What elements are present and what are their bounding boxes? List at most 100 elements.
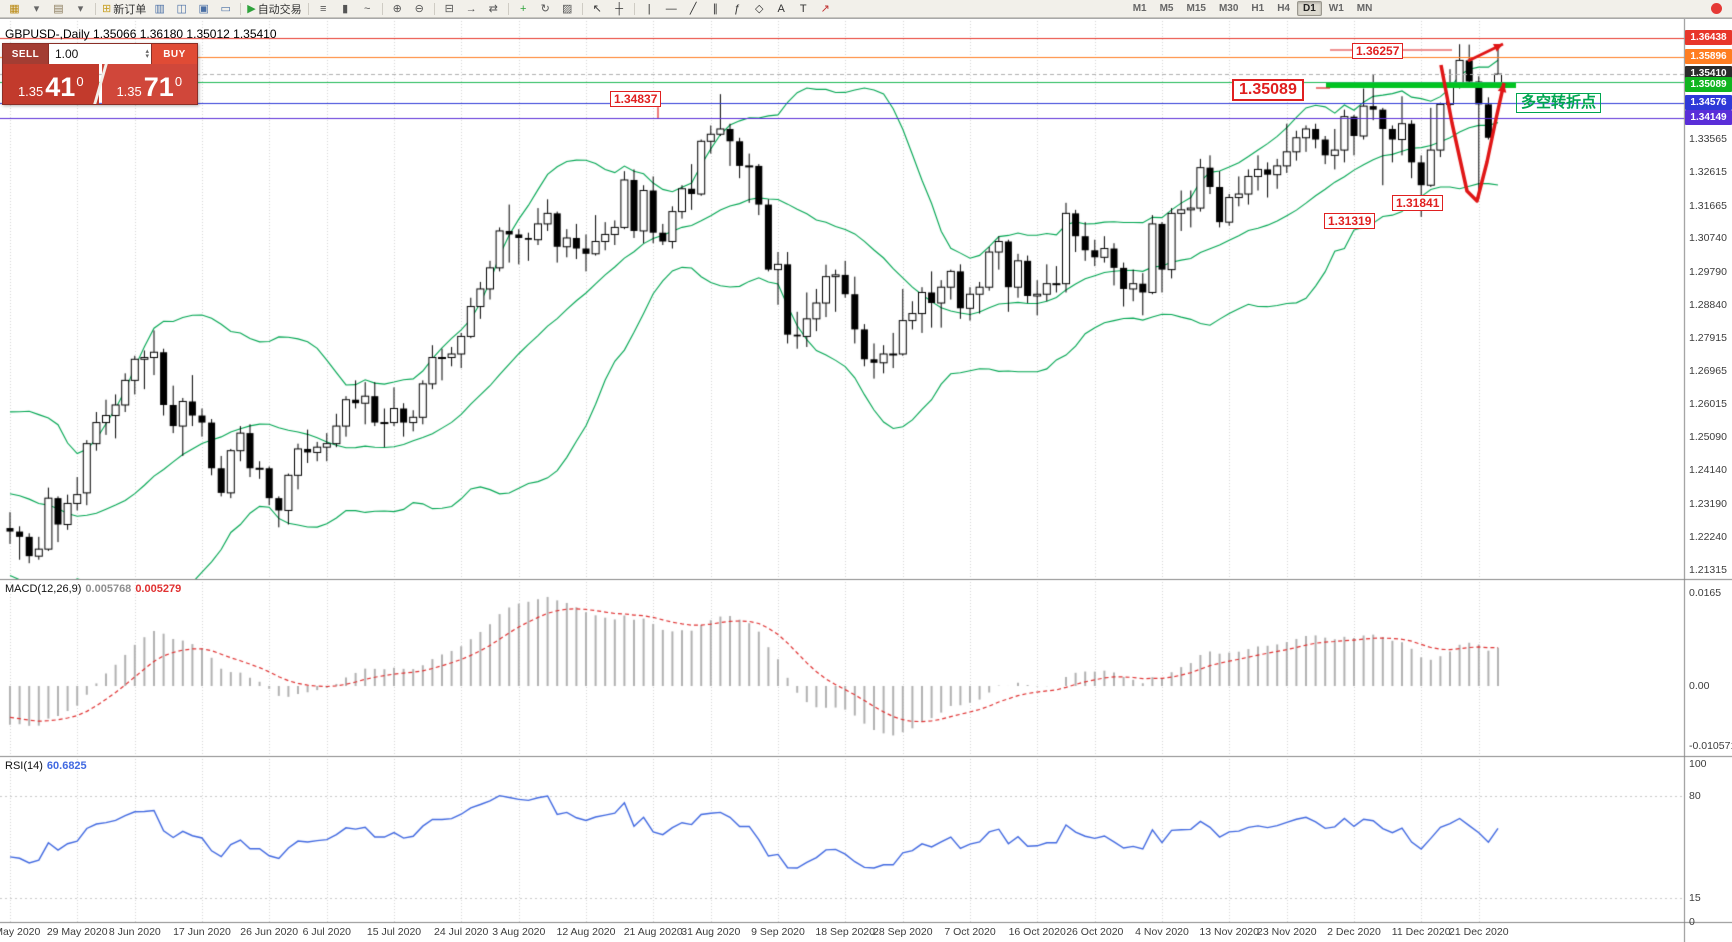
data-window-icon[interactable]: ◫ <box>171 0 192 18</box>
volume-input[interactable]: 1.00 ▴ ▾ <box>49 44 151 64</box>
vertical-line-icon[interactable]: | <box>639 0 660 18</box>
time-axis-label: 6 Jul 2020 <box>302 926 352 938</box>
profiles-dropdown-icon[interactable]: ▾ <box>70 0 91 18</box>
chart-window[interactable]: GBPUSD-,Daily 1.35066 1.36180 1.35012 1.… <box>0 18 1732 942</box>
tile-windows-icon[interactable]: ⊟ <box>439 0 460 18</box>
crosshair-icon[interactable]: ┼ <box>609 0 630 18</box>
macd-axis-label: 0.0165 <box>1689 587 1722 599</box>
channel-icon[interactable]: ∥ <box>705 0 726 18</box>
text-icon[interactable]: A <box>771 0 792 18</box>
price-tag-1.36438[interactable]: 1.36438 <box>1685 29 1732 45</box>
price-axis-label: 1.26965 <box>1689 365 1727 378</box>
timeframe-h4[interactable]: H4 <box>1277 3 1290 14</box>
zoom-in-icon: ⊕ <box>392 3 402 15</box>
tile-windows-icon: ⊟ <box>444 3 454 15</box>
shapes-icon[interactable]: ◇ <box>749 0 770 18</box>
terminal-icon: ▭ <box>220 3 231 15</box>
zoom-in-icon[interactable]: ⊕ <box>387 0 408 18</box>
annotation-1.36257[interactable]: 1.36257 <box>1352 43 1404 59</box>
time-axis-label: 28 Sep 2020 <box>873 926 933 938</box>
channel-icon: ∥ <box>712 3 718 15</box>
ask-price[interactable]: 1.35 71 0 <box>101 64 197 104</box>
timeframe-w1[interactable]: W1 <box>1328 3 1344 14</box>
text-icon: A <box>777 2 785 15</box>
timeframe-m15[interactable]: M15 <box>1186 3 1206 14</box>
ask-big-digits: 71 <box>143 72 174 102</box>
rsi-axis-label: 15 <box>1689 892 1701 905</box>
time-axis-label: 31 Aug 2020 <box>681 926 741 938</box>
bar-chart-icon[interactable]: ≡ <box>313 0 334 18</box>
horizontal-line-icon[interactable]: ― <box>661 0 682 18</box>
annotation-1.31319[interactable]: 1.31319 <box>1324 213 1376 229</box>
price-tag-1.34149[interactable]: 1.34149 <box>1685 110 1732 126</box>
auto-scroll-icon: → <box>465 2 477 15</box>
cursor-icon[interactable]: ↖ <box>587 0 608 18</box>
price-axis-label: 1.28840 <box>1689 299 1727 312</box>
sell-button[interactable]: SELL <box>3 44 49 64</box>
navigator-icon[interactable]: ▣ <box>193 0 214 18</box>
price-tag-1.35410[interactable]: 1.35410 <box>1685 66 1732 82</box>
price-axis-label: 1.30740 <box>1689 232 1727 245</box>
timeframe-h1[interactable]: H1 <box>1251 3 1265 14</box>
templates-icon[interactable]: ▨ <box>557 0 578 18</box>
timeframe-m5[interactable]: M5 <box>1159 3 1174 14</box>
annotation-1.35089[interactable]: 1.35089 <box>1232 79 1304 101</box>
time-axis-label: 2 Dec 2020 <box>1327 926 1381 938</box>
time-axis-label: 21 Aug 2020 <box>623 926 683 938</box>
chart-note-text[interactable]: 多空转折点 <box>1516 93 1602 113</box>
trendline-icon[interactable]: ╱ <box>683 0 704 18</box>
line-chart-icon[interactable]: ~ <box>357 0 378 18</box>
price-tag-1.35896[interactable]: 1.35896 <box>1685 49 1732 65</box>
rsi-axis-label: 80 <box>1689 789 1701 802</box>
notification-icon[interactable] <box>1711 3 1722 14</box>
new-order-button[interactable]: ⊞ 新订单 <box>100 0 148 18</box>
time-axis-label: 3 Aug 2020 <box>492 926 546 938</box>
new-chart-icon[interactable]: ▦ <box>4 0 25 18</box>
macd-name: MACD(12,26,9) <box>5 583 82 595</box>
bid-price[interactable]: 1.35 41 0 <box>3 64 99 104</box>
arrows-tool-icon[interactable]: ↗ <box>815 0 836 18</box>
time-axis-label: 11 Dec 2020 <box>1391 926 1451 938</box>
annotation-1.34837[interactable]: 1.34837 <box>610 91 662 107</box>
navigator-icon: ▣ <box>198 3 209 15</box>
buy-button[interactable]: BUY <box>151 44 197 64</box>
timeframe-m1[interactable]: M1 <box>1132 3 1147 14</box>
stepper-down-icon[interactable]: ▾ <box>145 53 149 60</box>
rsi-name: RSI(14) <box>5 760 43 772</box>
time-axis-label: 21 Dec 2020 <box>1449 926 1509 938</box>
macd-axis-label: 0.00 <box>1689 680 1710 692</box>
timeframe-mn[interactable]: MN <box>1356 3 1373 14</box>
profiles-icon[interactable]: ▤ <box>48 0 69 18</box>
timeframe-d1[interactable]: D1 <box>1297 1 1322 16</box>
annotation-1.31841[interactable]: 1.31841 <box>1392 195 1444 211</box>
time-axis-label: 23 Nov 2020 <box>1257 926 1317 938</box>
market-watch-icon[interactable]: ▥ <box>149 0 170 18</box>
indicators-icon[interactable]: + <box>513 0 534 18</box>
terminal-icon[interactable]: ▭ <box>215 0 236 18</box>
horizontal-line-icon: ― <box>665 2 677 15</box>
chart-shift-icon[interactable]: ⇄ <box>483 0 504 18</box>
candlestick-icon[interactable]: ▮ <box>335 0 356 18</box>
label-icon: T <box>799 2 807 15</box>
fibonacci-icon[interactable]: ƒ <box>727 0 748 18</box>
stepper-up-icon[interactable]: ▴ <box>145 48 149 55</box>
price-axis-label: 1.24140 <box>1689 464 1727 477</box>
zoom-out-icon[interactable]: ⊖ <box>409 0 430 18</box>
volume-stepper[interactable]: ▴ ▾ <box>145 48 149 60</box>
autotrade-button[interactable]: ▶ 自动交易 <box>245 0 303 18</box>
price-tag-1.34576[interactable]: 1.34576 <box>1685 95 1732 111</box>
time-axis-label: 16 Oct 2020 <box>1008 926 1066 938</box>
time-axis-label: 26 Jun 2020 <box>240 926 299 938</box>
periods-icon[interactable]: ↻ <box>535 0 556 18</box>
time-axis-label: 26 Oct 2020 <box>1066 926 1124 938</box>
zoom-out-icon: ⊖ <box>414 3 424 15</box>
price-tag-1.35089[interactable]: 1.35089 <box>1685 77 1732 93</box>
chart-shift-icon: ⇄ <box>488 3 498 15</box>
rsi-axis-label: 0 <box>1689 916 1695 928</box>
chart-canvas[interactable] <box>0 19 1732 942</box>
auto-scroll-icon[interactable]: → <box>461 0 482 18</box>
label-icon[interactable]: T <box>793 0 814 18</box>
time-axis-label: 17 Jun 2020 <box>173 926 231 938</box>
new-chart-dropdown-icon[interactable]: ▾ <box>26 0 47 18</box>
timeframe-m30[interactable]: M30 <box>1218 3 1239 14</box>
